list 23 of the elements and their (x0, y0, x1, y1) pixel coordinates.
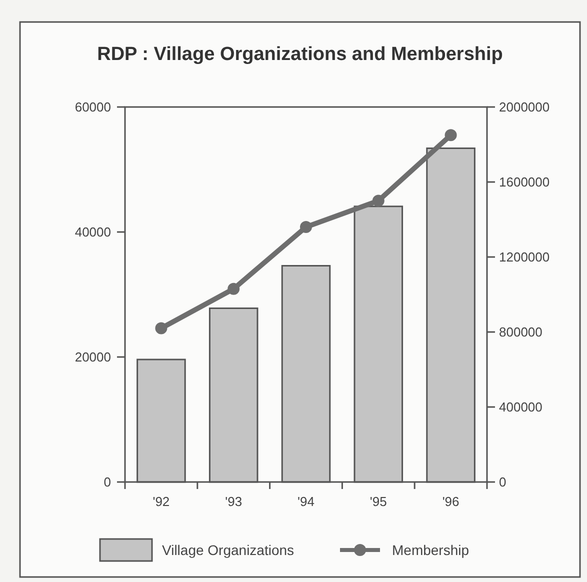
point (228, 282, 240, 295)
y2-tick-label: 1200000 (499, 250, 550, 265)
y2-tick-label: 2000000 (499, 100, 550, 115)
x-tick-label: '94 (298, 494, 314, 509)
point (372, 194, 384, 207)
y2-tick-label: 0 (499, 474, 506, 490)
x-tick-label: '93 (225, 494, 242, 509)
chart-title: RDP : Village Organizations and Membership (97, 44, 503, 65)
point (444, 129, 457, 142)
y2-tick-label: 400000 (499, 400, 542, 415)
y2-tick-label: 1600000 (499, 174, 550, 190)
x-tick-label: '92 (152, 494, 170, 509)
y-tick-label: 20000 (74, 350, 111, 365)
point (300, 221, 312, 233)
point (155, 322, 168, 334)
legend-label: Village Organizations (162, 542, 294, 558)
y2-tick-label: 800000 (499, 324, 542, 340)
y-tick-label: 60000 (74, 100, 111, 115)
legend-label: Membership (392, 542, 470, 558)
x-tick-label: '96 (442, 494, 460, 509)
y-tick-label: 0 (104, 474, 111, 490)
y-tick-label: 40000 (74, 224, 111, 240)
x-tick-label: '95 (370, 494, 387, 509)
